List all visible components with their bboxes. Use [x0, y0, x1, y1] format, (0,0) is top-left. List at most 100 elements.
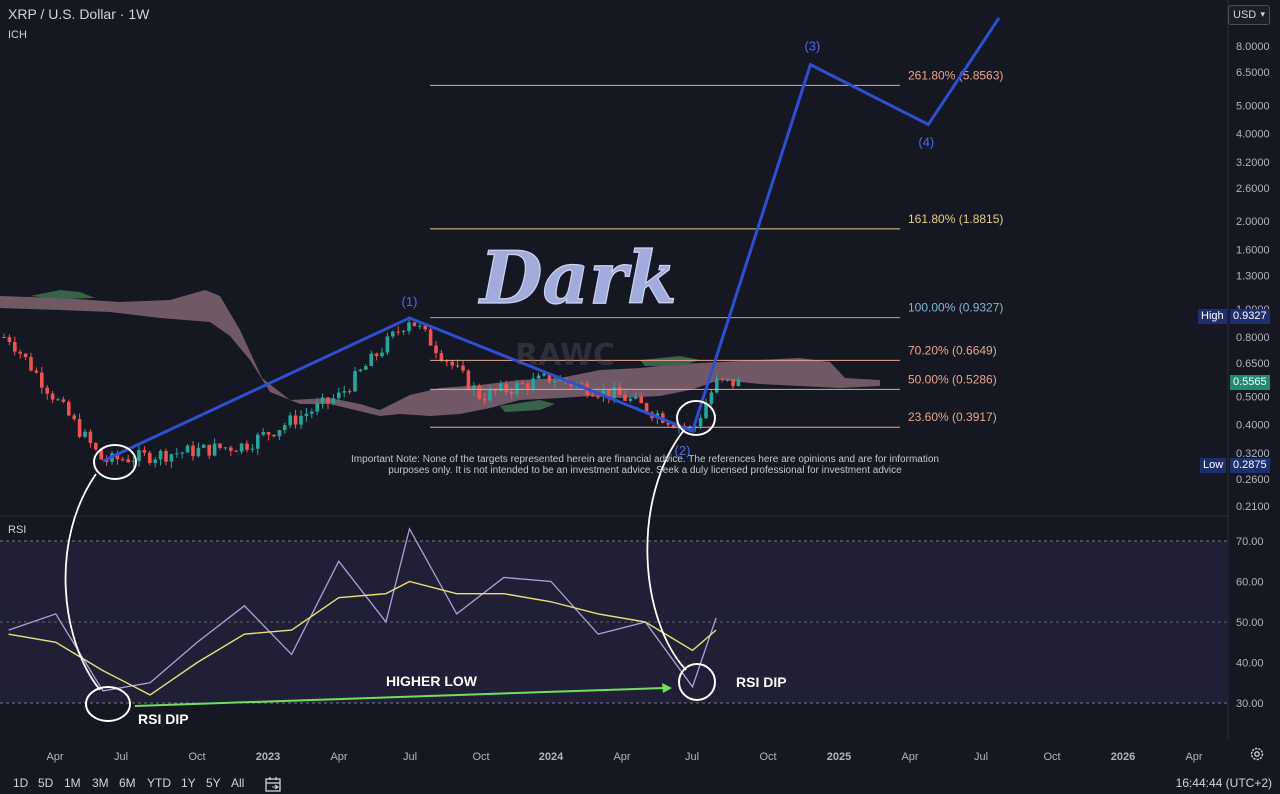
range-ytd[interactable]: YTD — [147, 776, 171, 790]
candle-body — [488, 389, 492, 401]
gear-icon[interactable] — [1249, 746, 1265, 762]
candle-body — [374, 353, 379, 357]
candle-body — [428, 329, 433, 346]
candle-body — [320, 397, 325, 404]
candle-body — [466, 370, 471, 390]
candle-body — [331, 398, 336, 403]
fib-label: 50.00% (0.5286) — [908, 372, 997, 386]
currency-value: USD — [1233, 9, 1257, 21]
time-tick-label: Jul — [114, 751, 128, 763]
range-all[interactable]: All — [231, 776, 245, 790]
time-tick-label: Apr — [330, 751, 347, 763]
candle-body — [283, 425, 287, 431]
price-tick-label: 8.0000 — [1236, 41, 1270, 53]
candle-body — [234, 450, 238, 452]
high-badge-label: High — [1198, 309, 1227, 324]
watermark-text: Dark — [478, 235, 677, 320]
time-tick-label: 2024 — [539, 751, 564, 763]
chevron-down-icon: ▾ — [1260, 9, 1265, 19]
time-tick-label: Oct — [1043, 751, 1060, 763]
time-tick-label: 2026 — [1111, 751, 1135, 763]
candle-body — [623, 394, 627, 401]
candle-body — [72, 415, 76, 420]
connector-curve-left — [64, 473, 101, 691]
candle-body — [547, 373, 552, 382]
candle-body — [131, 461, 136, 463]
range-3m[interactable]: 3M — [92, 776, 109, 790]
candle-body — [520, 382, 525, 384]
clock-display: 16:44:44 (UTC+2) — [1175, 776, 1272, 790]
candle-body — [67, 401, 71, 416]
rsi-dip-circle-right — [678, 663, 716, 701]
wave-label: (2) — [675, 443, 691, 458]
price-tick-label: 0.2600 — [1236, 474, 1270, 486]
candle-body — [310, 411, 314, 414]
candle-body — [326, 397, 330, 403]
candle-body — [34, 370, 39, 373]
candle-body — [596, 396, 600, 398]
low-badge-label: Low — [1200, 458, 1227, 473]
price-tick-label: 0.3200 — [1236, 448, 1270, 460]
price-low-circle-left — [93, 444, 137, 480]
symbol-title[interactable]: XRP / U.S. Dollar · 1W — [8, 6, 150, 22]
fib-label: 100.00% (0.9327) — [908, 301, 1003, 315]
rsi-tick-label: 30.00 — [1236, 698, 1264, 710]
candle-body — [229, 447, 233, 451]
candle-body — [158, 450, 163, 460]
candle-body — [698, 418, 703, 427]
range-1y[interactable]: 1Y — [181, 776, 196, 790]
candle-body — [493, 389, 498, 392]
price-low-circle-right — [676, 400, 716, 436]
rsi-tick-label: 60.00 — [1236, 577, 1264, 589]
candle-body — [18, 351, 22, 354]
fib-label: 23.60% (0.3917) — [908, 410, 997, 424]
candle-body — [720, 378, 724, 380]
currency-dropdown[interactable]: USD ▾ — [1228, 5, 1270, 25]
candle-body — [612, 387, 616, 399]
candle-body — [293, 415, 298, 425]
candle-body — [536, 375, 541, 379]
rsi-panel-label[interactable]: RSI — [8, 524, 27, 536]
candle-body — [666, 422, 670, 425]
calendar-icon[interactable] — [264, 775, 282, 793]
range-5d[interactable]: 5D — [38, 776, 54, 790]
candle-body — [137, 449, 141, 462]
rsi-ma-line — [8, 580, 717, 696]
candle-body — [164, 450, 168, 462]
candle-body — [191, 445, 195, 457]
range-1m[interactable]: 1M — [64, 776, 81, 790]
fib-label: 70.20% (0.6649) — [908, 343, 997, 357]
candle-body — [553, 380, 557, 382]
rsi-tick-label: 40.00 — [1236, 658, 1264, 670]
range-5y[interactable]: 5Y — [206, 776, 221, 790]
candle-body — [185, 445, 190, 453]
disclaimer-note: Important Note: None of the targets repr… — [300, 454, 990, 476]
candle-body — [407, 322, 411, 331]
time-tick-label: 2025 — [827, 751, 851, 763]
candle-body — [218, 443, 222, 448]
candle-body — [531, 378, 535, 390]
candle-body — [607, 388, 611, 399]
candle-body — [266, 432, 271, 435]
candle-body — [590, 395, 595, 397]
time-tick-label: 2023 — [256, 751, 280, 763]
indicator-label[interactable]: ICH — [8, 29, 27, 41]
candle-body — [461, 365, 465, 371]
range-1d[interactable]: 1D — [13, 776, 29, 790]
candle-body — [396, 331, 400, 333]
candle-body — [423, 325, 427, 330]
candle-body — [7, 337, 12, 342]
candle-body — [196, 447, 201, 457]
price-tick-label: 0.6500 — [1236, 358, 1270, 370]
higher-low-arrow — [134, 687, 665, 707]
candle-body — [315, 403, 319, 412]
range-6m[interactable]: 6M — [119, 776, 136, 790]
ichimoku-cloud-bull — [500, 400, 555, 412]
candle-body — [13, 341, 17, 352]
time-tick-label: Apr — [901, 751, 918, 763]
connector-curve-right — [646, 429, 687, 671]
candle-body — [515, 382, 519, 394]
price-tick-label: 0.5000 — [1236, 391, 1270, 403]
candle-body — [337, 392, 341, 399]
